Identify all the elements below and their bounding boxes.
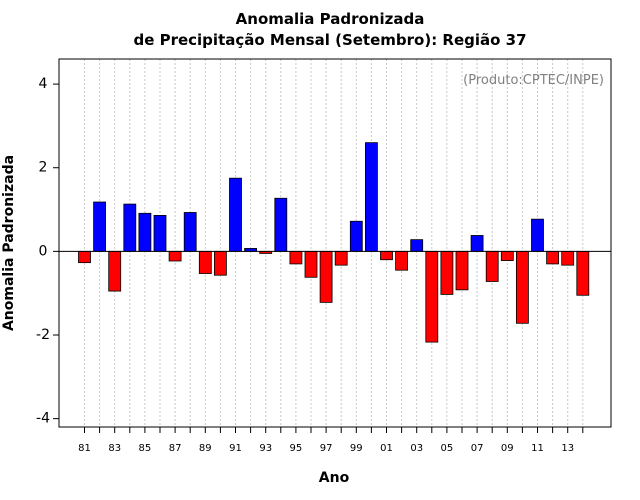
bar-1991 <box>229 177 242 252</box>
bar-2004 <box>425 250 439 343</box>
x-axis-ticks: 81 83 85 87 89 91 93 95 97 99 01 03 05 07 09 11 13 <box>78 427 584 454</box>
y-tick-label: 0 <box>39 243 48 259</box>
bar-1994 <box>274 197 288 252</box>
bar-2003 <box>410 239 424 252</box>
x-tick-label: 11 <box>531 443 544 454</box>
bar-1996 <box>304 250 318 278</box>
bars <box>78 142 590 343</box>
bar-2002 <box>395 250 409 271</box>
x-axis-label: Ano <box>319 470 350 486</box>
bar-1997 <box>319 250 333 303</box>
x-tick-label: 91 <box>229 443 242 454</box>
bar-2010 <box>516 250 529 324</box>
x-tick-label: 89 <box>199 443 212 454</box>
y-tick-label: -4 <box>36 411 50 427</box>
x-tick-label: 85 <box>139 443 152 454</box>
x-tick-label: 13 <box>561 443 574 454</box>
x-tick-label: 81 <box>78 443 91 454</box>
bar-1999 <box>349 220 363 252</box>
bar-1990 <box>213 250 227 276</box>
bar-2012 <box>546 250 559 265</box>
x-tick-label: 07 <box>471 443 484 454</box>
bar-2014 <box>576 250 590 296</box>
x-tick-label: 99 <box>350 443 363 454</box>
y-tick-label: -2 <box>36 327 50 343</box>
grid-lines <box>84 59 584 427</box>
bar-1985 <box>138 212 152 252</box>
bar-2011 <box>531 218 544 252</box>
bar-1983 <box>108 250 122 292</box>
chart-title-line-1: Anomalia Padronizada <box>236 10 425 28</box>
x-tick-label: 93 <box>259 443 272 454</box>
x-tick-label: 01 <box>380 443 393 454</box>
x-tick-label: 97 <box>320 443 333 454</box>
y-tick-label: 4 <box>39 76 48 92</box>
bar-2005 <box>440 250 454 295</box>
y-axis-ticks: -4 -2 0 2 4 <box>36 76 59 427</box>
bar-1982 <box>93 201 106 252</box>
x-tick-label: 95 <box>290 443 303 454</box>
bar-1989 <box>198 250 212 274</box>
y-axis-label: Anomalia Padronizada <box>1 155 17 331</box>
chart-title-line-2: de Precipitação Mensal (Setembro): Regiã… <box>133 31 526 49</box>
x-tick-label: 83 <box>108 443 121 454</box>
bar-1988 <box>183 212 197 252</box>
bar-2006 <box>455 250 469 291</box>
x-tick-label: 87 <box>169 443 182 454</box>
x-tick-label: 03 <box>410 443 423 454</box>
bar-1984 <box>123 203 137 252</box>
x-tick-label: 05 <box>441 443 454 454</box>
credit-text: (Produto:CPTEC/INPE) <box>463 73 604 88</box>
bar-2013 <box>561 250 575 266</box>
bar-2001 <box>380 250 393 261</box>
y-tick-label: 2 <box>39 160 48 176</box>
bar-2000 <box>364 142 378 252</box>
x-tick-label: 09 <box>501 443 514 454</box>
bar-1986 <box>153 214 167 252</box>
bar-2007 <box>470 235 484 252</box>
bar-1995 <box>289 250 303 265</box>
bar-1998 <box>334 250 348 266</box>
bar-2009 <box>500 250 514 261</box>
bar-1981 <box>78 250 91 264</box>
bar-2008 <box>485 250 499 282</box>
plot-frame <box>58 58 612 428</box>
bar-1987 <box>168 250 182 262</box>
